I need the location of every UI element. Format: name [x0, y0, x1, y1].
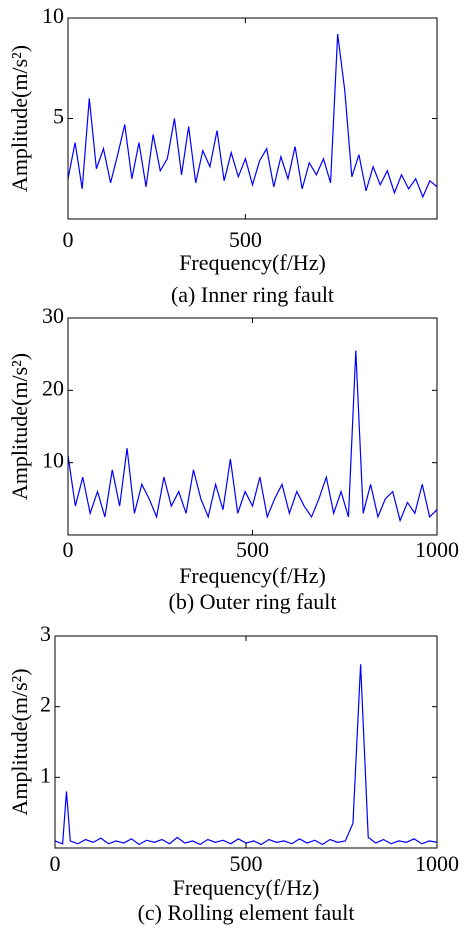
y-tick-label: 3 [40, 621, 51, 646]
axes-box [54, 635, 438, 849]
x-axis-label: Frequency(f/Hz) [173, 875, 320, 900]
x-tick-label: 1000 [415, 851, 459, 876]
caption: (b) Outer ring fault [169, 589, 337, 614]
spectrum-line [67, 350, 438, 523]
y-axis-label: Amplitude(m/s²) [7, 45, 32, 192]
y-axis-label: Amplitude(m/s²) [7, 668, 32, 815]
caption: (c) Rolling element fault [138, 900, 355, 925]
y-tick-label: 10 [42, 448, 64, 473]
x-tick-label: 500 [229, 227, 262, 252]
x-tick-label: 0 [50, 851, 61, 876]
x-tick-label: 500 [230, 851, 263, 876]
y-tick-label: 10 [42, 3, 64, 28]
x-axis-label: Frequency(f/Hz) [179, 250, 326, 275]
y-tick-label: 5 [53, 104, 64, 129]
y-tick-label: 2 [40, 692, 51, 717]
x-tick-label: 1000 [415, 537, 459, 562]
x-tick-label: 0 [63, 227, 74, 252]
y-axis-label: Amplitude(m/s²) [7, 353, 32, 500]
x-axis-label: Frequency(f/Hz) [179, 563, 326, 588]
y-tick-label: 30 [42, 303, 64, 328]
axes-box [67, 17, 438, 220]
x-tick-label: 500 [236, 537, 269, 562]
axes-box [67, 317, 438, 536]
y-tick-label: 1 [40, 762, 51, 787]
caption: (a) Inner ring fault [171, 282, 334, 307]
spectrum-line [54, 664, 438, 846]
y-tick-label: 20 [42, 375, 64, 400]
spectrum-line [67, 34, 438, 199]
x-tick-label: 0 [63, 537, 74, 562]
